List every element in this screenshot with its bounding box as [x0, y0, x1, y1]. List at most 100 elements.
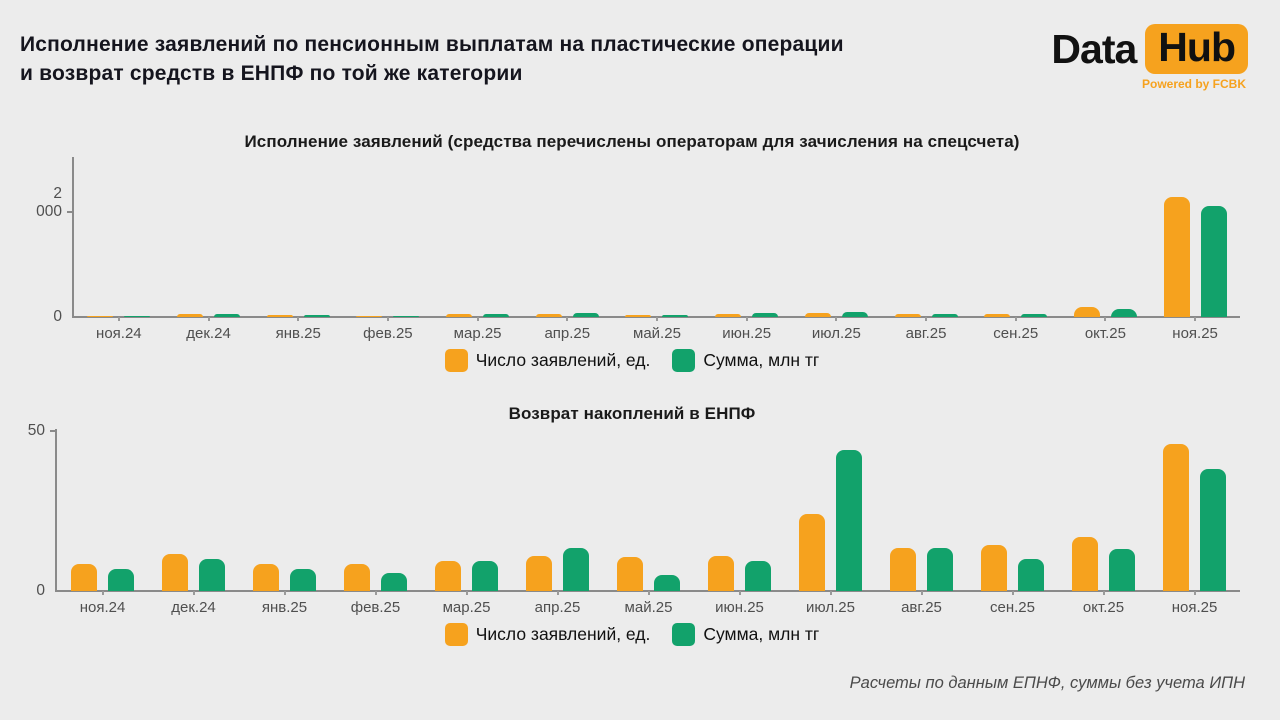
legend: Число заявлений, ед. Сумма, млн тг [24, 623, 1240, 646]
bar-group-сен.25: сен.25 [981, 431, 1044, 616]
bar-group-фев.25: фев.25 [356, 159, 420, 342]
datahub-logo-row: Data Hub [1051, 24, 1248, 74]
bar-applications-авг.25 [890, 547, 916, 591]
x-axis-label: май.25 [633, 325, 681, 342]
bar-sum-фев.25 [381, 573, 407, 591]
bar-sum-май.25 [662, 315, 689, 317]
x-axis-label: июн.25 [715, 599, 764, 616]
bar-applications-ноя.24 [71, 563, 97, 591]
legend-swatch-sum [672, 623, 696, 646]
x-axis-tick [283, 591, 286, 595]
x-axis-tick [1102, 591, 1105, 595]
bar-applications-сен.25 [981, 544, 1007, 591]
x-axis-tick [117, 317, 120, 321]
x-axis-label: янв.25 [261, 599, 308, 616]
bar-sum-июл.25 [841, 312, 868, 317]
bar-group-окт.25: окт.25 [1073, 159, 1137, 342]
bar-applications-янв.25 [266, 315, 293, 317]
bar-group-июл.25: июл.25 [804, 159, 868, 342]
bar-group-апр.25: апр.25 [526, 431, 589, 616]
bar-group-янв.25: янв.25 [266, 159, 330, 342]
bar-applications-июн.25 [715, 314, 742, 317]
legend-label-sum: Сумма, млн тг [703, 624, 820, 644]
y-axis-tick [67, 210, 72, 213]
x-axis-tick [920, 591, 923, 595]
plot-area: 0 2 000 ноя.24 дек.24 янв.25 фев.25 мар.25 апр.… [24, 157, 1240, 342]
y-axis-line [72, 157, 74, 317]
bar-sum-апр.25 [563, 547, 589, 591]
bar-group-май.25: май.25 [617, 431, 680, 616]
x-axis-tick [374, 591, 377, 595]
bar-sum-сен.25 [1021, 314, 1048, 317]
x-axis-label: июл.25 [811, 325, 861, 342]
x-axis-label: фев.25 [350, 599, 401, 616]
bar-applications-июл.25 [804, 313, 831, 317]
bar-applications-апр.25 [535, 314, 562, 317]
x-axis-label: ноя.25 [1171, 599, 1218, 616]
legend-swatch-applications [444, 623, 468, 646]
x-axis-tick [1194, 317, 1197, 321]
bar-sum-мар.25 [472, 560, 498, 591]
bar-applications-мар.25 [435, 560, 461, 591]
datahub-logo: Data Hub Powered by FCBK [1051, 24, 1248, 91]
x-axis-label: мар.25 [442, 599, 491, 616]
bar-sum-авг.25 [927, 547, 953, 591]
bar-group-ноя.24: ноя.24 [71, 431, 134, 616]
x-axis-label: окт.25 [1084, 325, 1126, 342]
bar-applications-май.25 [617, 557, 643, 591]
y-axis-tick-label: 0 [36, 582, 45, 599]
chart-title: Возврат накоплений в ЕНПФ [508, 404, 756, 423]
bar-sum-дек.24 [214, 314, 241, 317]
bar-group-май.25: май.25 [625, 159, 689, 342]
bar-sum-ноя.25 [1200, 469, 1226, 591]
x-axis-label: авг.25 [905, 325, 947, 342]
y-axis-line [55, 429, 57, 591]
bar-applications-авг.25 [894, 313, 921, 317]
bar-applications-апр.25 [526, 555, 552, 591]
bar-group-мар.25: мар.25 [435, 431, 498, 616]
bar-group-ноя.25: ноя.25 [1163, 431, 1226, 616]
x-axis-tick [647, 591, 650, 595]
page-title-line1: Исполнение заявлений по пенсионным выпла… [20, 33, 844, 56]
page-title-line2: и возврат средств в ЕНПФ по той же катег… [20, 62, 523, 85]
bar-sum-апр.25 [572, 313, 599, 317]
bar-sum-ноя.24 [108, 568, 134, 591]
bar-group-ноя.25: ноя.25 [1163, 159, 1227, 342]
x-axis-label: ноя.25 [1172, 325, 1218, 342]
x-axis-tick [192, 591, 195, 595]
bar-group-июл.25: июл.25 [799, 431, 862, 616]
chart-applications-executed: Исполнение заявлений (средства перечисле… [24, 132, 1240, 372]
y-axis-tick-label: 0 [53, 308, 62, 325]
x-axis-tick [1011, 591, 1014, 595]
bar-applications-мар.25 [446, 314, 473, 317]
bar-group-фев.25: фев.25 [344, 431, 407, 616]
bar-applications-окт.25 [1072, 536, 1098, 591]
bar-sum-июн.25 [745, 560, 771, 591]
y-axis-tick-label: 50 [27, 422, 45, 439]
x-axis-label: ноя.24 [96, 325, 142, 342]
bar-sum-янв.25 [290, 568, 316, 591]
x-axis-label: сен.25 [990, 599, 1035, 616]
bar-applications-май.25 [625, 314, 652, 317]
y-axis-tick-label: 2 000 [36, 184, 62, 220]
source-note: Расчеты по данным ЕПНФ, суммы без учета … [849, 674, 1245, 692]
x-axis-tick [835, 317, 838, 321]
bar-sum-дек.24 [199, 559, 225, 591]
bar-group-дек.24: дек.24 [162, 431, 225, 616]
bar-applications-сен.25 [984, 313, 1011, 317]
x-axis-label: дек.24 [171, 599, 216, 616]
bars-container: ноя.24 дек.24 янв.25 фев.25 мар.25 апр.25 май.… [57, 431, 1240, 616]
x-axis-label: дек.24 [186, 325, 231, 342]
x-axis-tick [925, 317, 928, 321]
x-axis-tick [101, 591, 104, 595]
x-axis-label: май.25 [624, 599, 673, 616]
bar-applications-июл.25 [799, 514, 825, 591]
chart-title: Исполнение заявлений (средства перечисле… [244, 132, 1020, 151]
chart-enpf-returns: Возврат накоплений в ЕНПФ 0 50 ноя.24 дек.2… [24, 404, 1240, 646]
bar-sum-фев.25 [393, 315, 420, 317]
bar-sum-окт.25 [1110, 308, 1137, 317]
x-axis-tick [566, 317, 569, 321]
legend: Число заявлений, ед. Сумма, млн тг [24, 349, 1240, 372]
y-axis-tick [50, 430, 55, 432]
legend-label-applications: Число заявлений, ед. [475, 350, 651, 370]
